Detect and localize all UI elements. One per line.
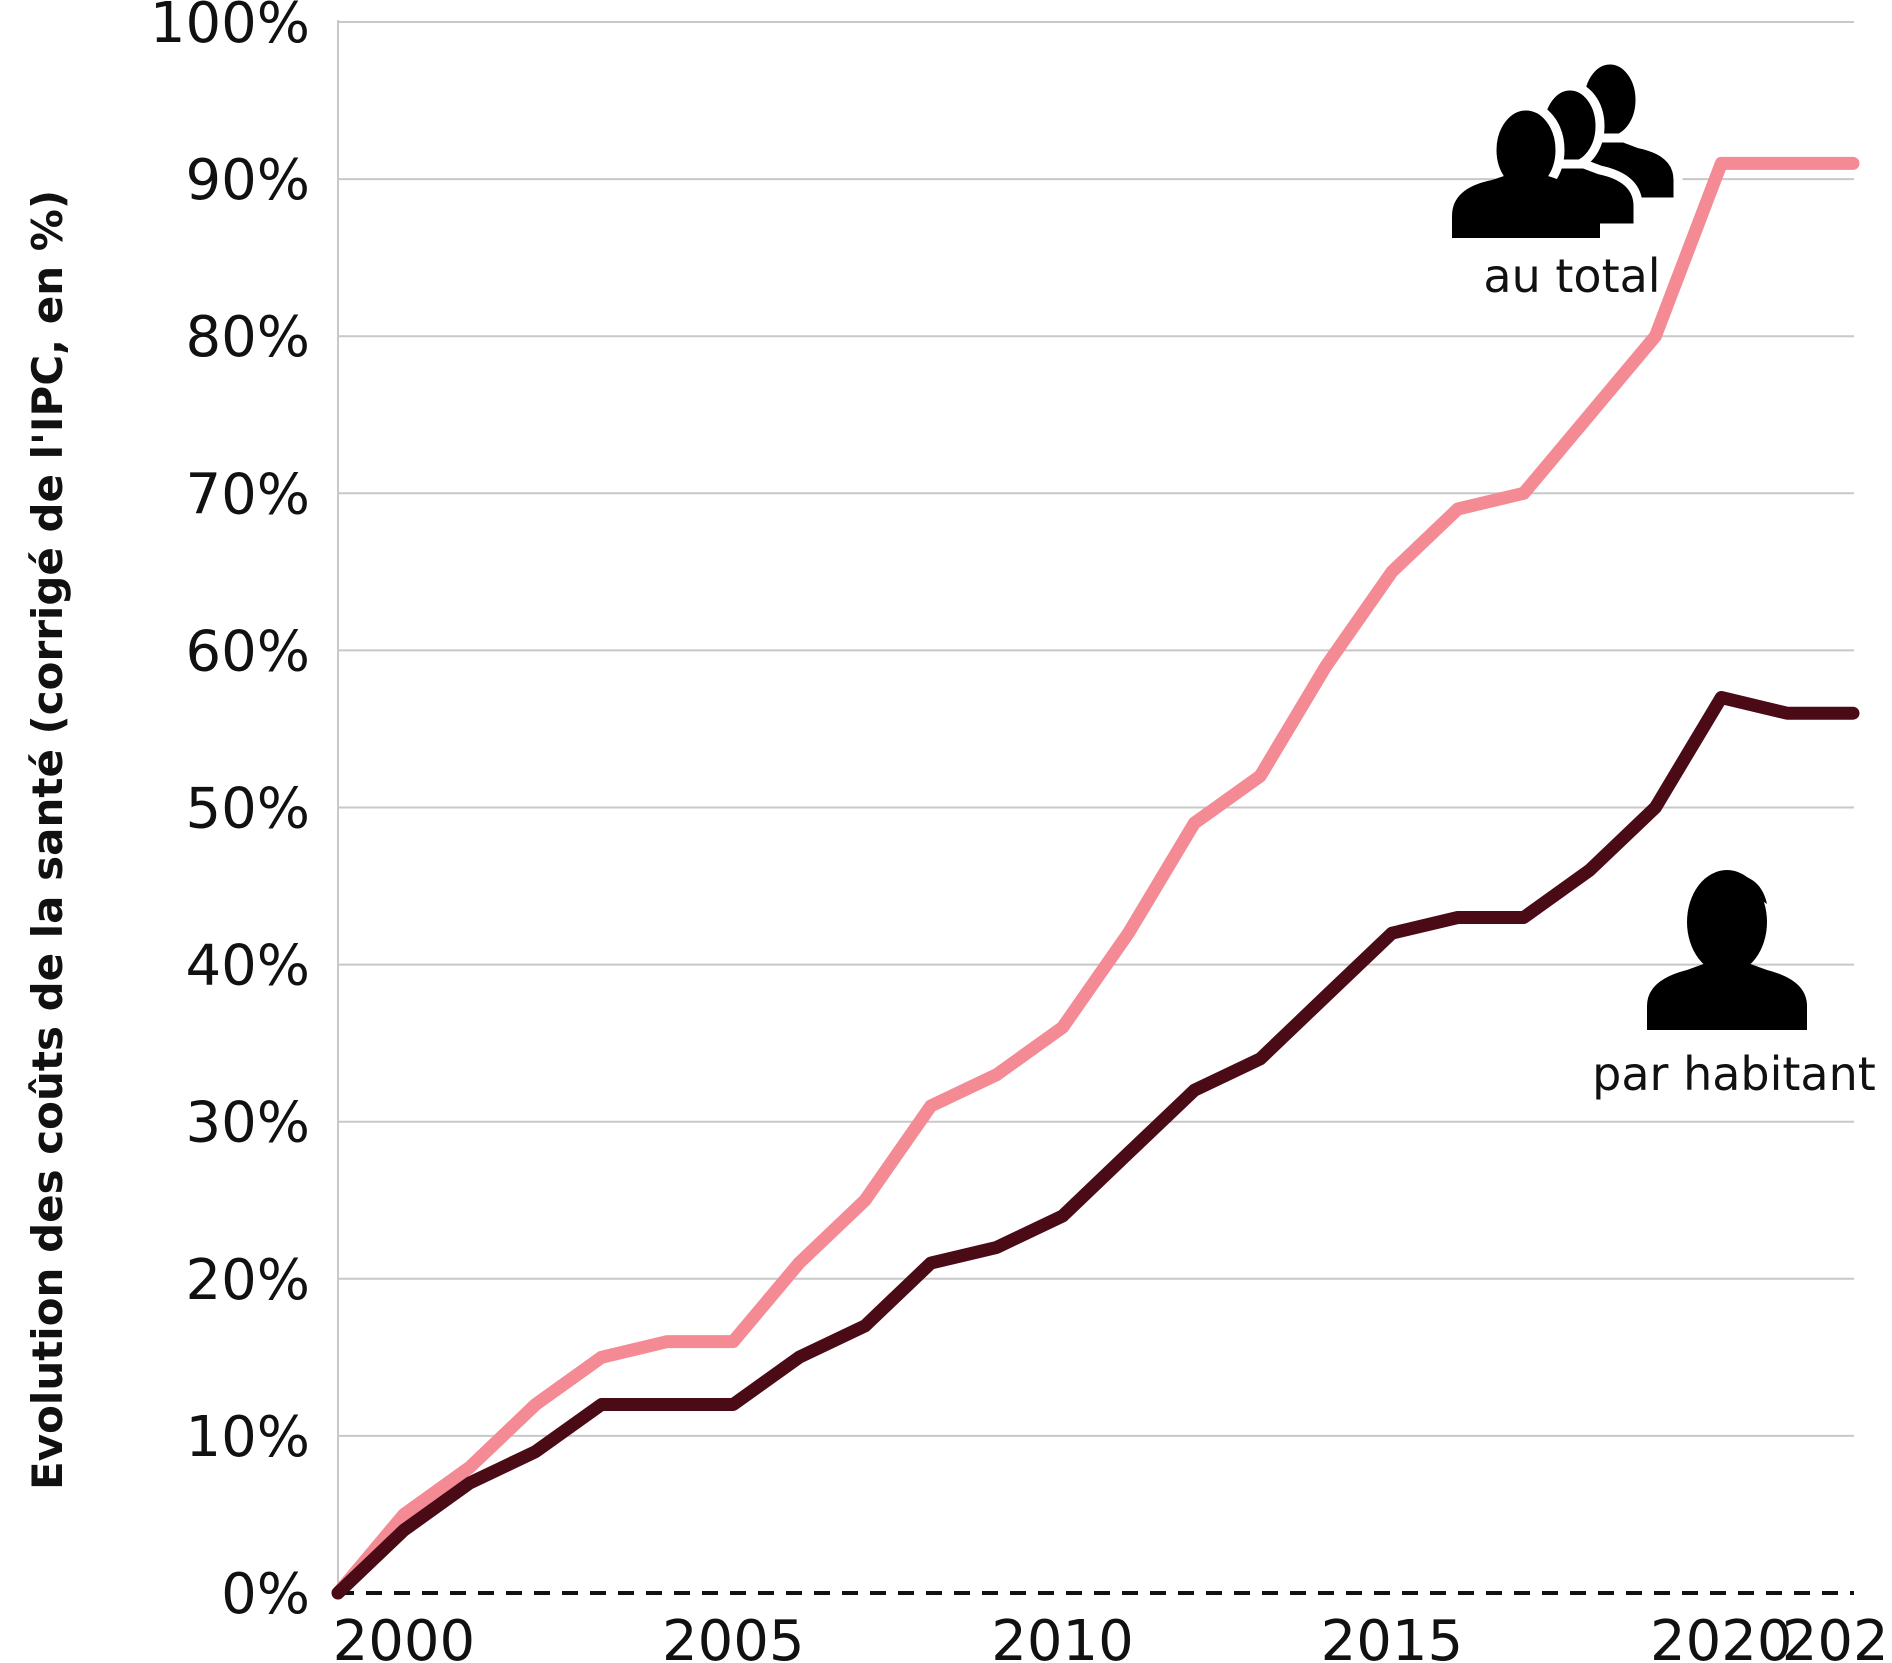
- x-tick-label: 2005: [662, 1609, 805, 1663]
- annotation-per-capita-label: par habitant: [1592, 1047, 1876, 1101]
- y-tick-label: 0%: [221, 1562, 310, 1627]
- y-tick-label: 100%: [150, 0, 310, 56]
- y-tick-label: 10%: [186, 1405, 310, 1470]
- y-tick-label: 50%: [186, 777, 310, 842]
- series-line-total: [331, 156, 1860, 1600]
- y-tick-label: 80%: [186, 305, 310, 370]
- x-tick-label: 2010: [991, 1609, 1134, 1663]
- y-tick-label: 20%: [186, 1248, 310, 1313]
- x-tick-label: 2020: [1650, 1609, 1793, 1663]
- x-tick-label: 2000: [333, 1609, 476, 1663]
- y-tick-label: 90%: [186, 148, 310, 213]
- y-tick-labels: 0% 10% 20% 30% 40% 50% 60% 70% 80% 90% 100%: [150, 0, 310, 1627]
- group-people-icon: [1452, 55, 1683, 238]
- series-line-per_capita: [331, 691, 1860, 1600]
- annotation-total-label: au total: [1483, 249, 1660, 303]
- y-axis-title: Evolution des coûts de la santé (corrigé…: [23, 190, 72, 1490]
- single-person-icon: [1647, 870, 1807, 1030]
- grid-lines: [338, 21, 1854, 1437]
- x-tick-labels: 2000 2005 2010 2015 20202022: [333, 1609, 1892, 1663]
- x-tick-label: 2015: [1321, 1609, 1464, 1663]
- x-tick-label: 2022: [1782, 1609, 1892, 1663]
- y-tick-label: 70%: [186, 462, 310, 527]
- y-tick-label: 40%: [186, 934, 310, 999]
- series-lines: [331, 156, 1860, 1600]
- y-tick-label: 60%: [186, 619, 310, 684]
- y-tick-label: 30%: [186, 1091, 310, 1156]
